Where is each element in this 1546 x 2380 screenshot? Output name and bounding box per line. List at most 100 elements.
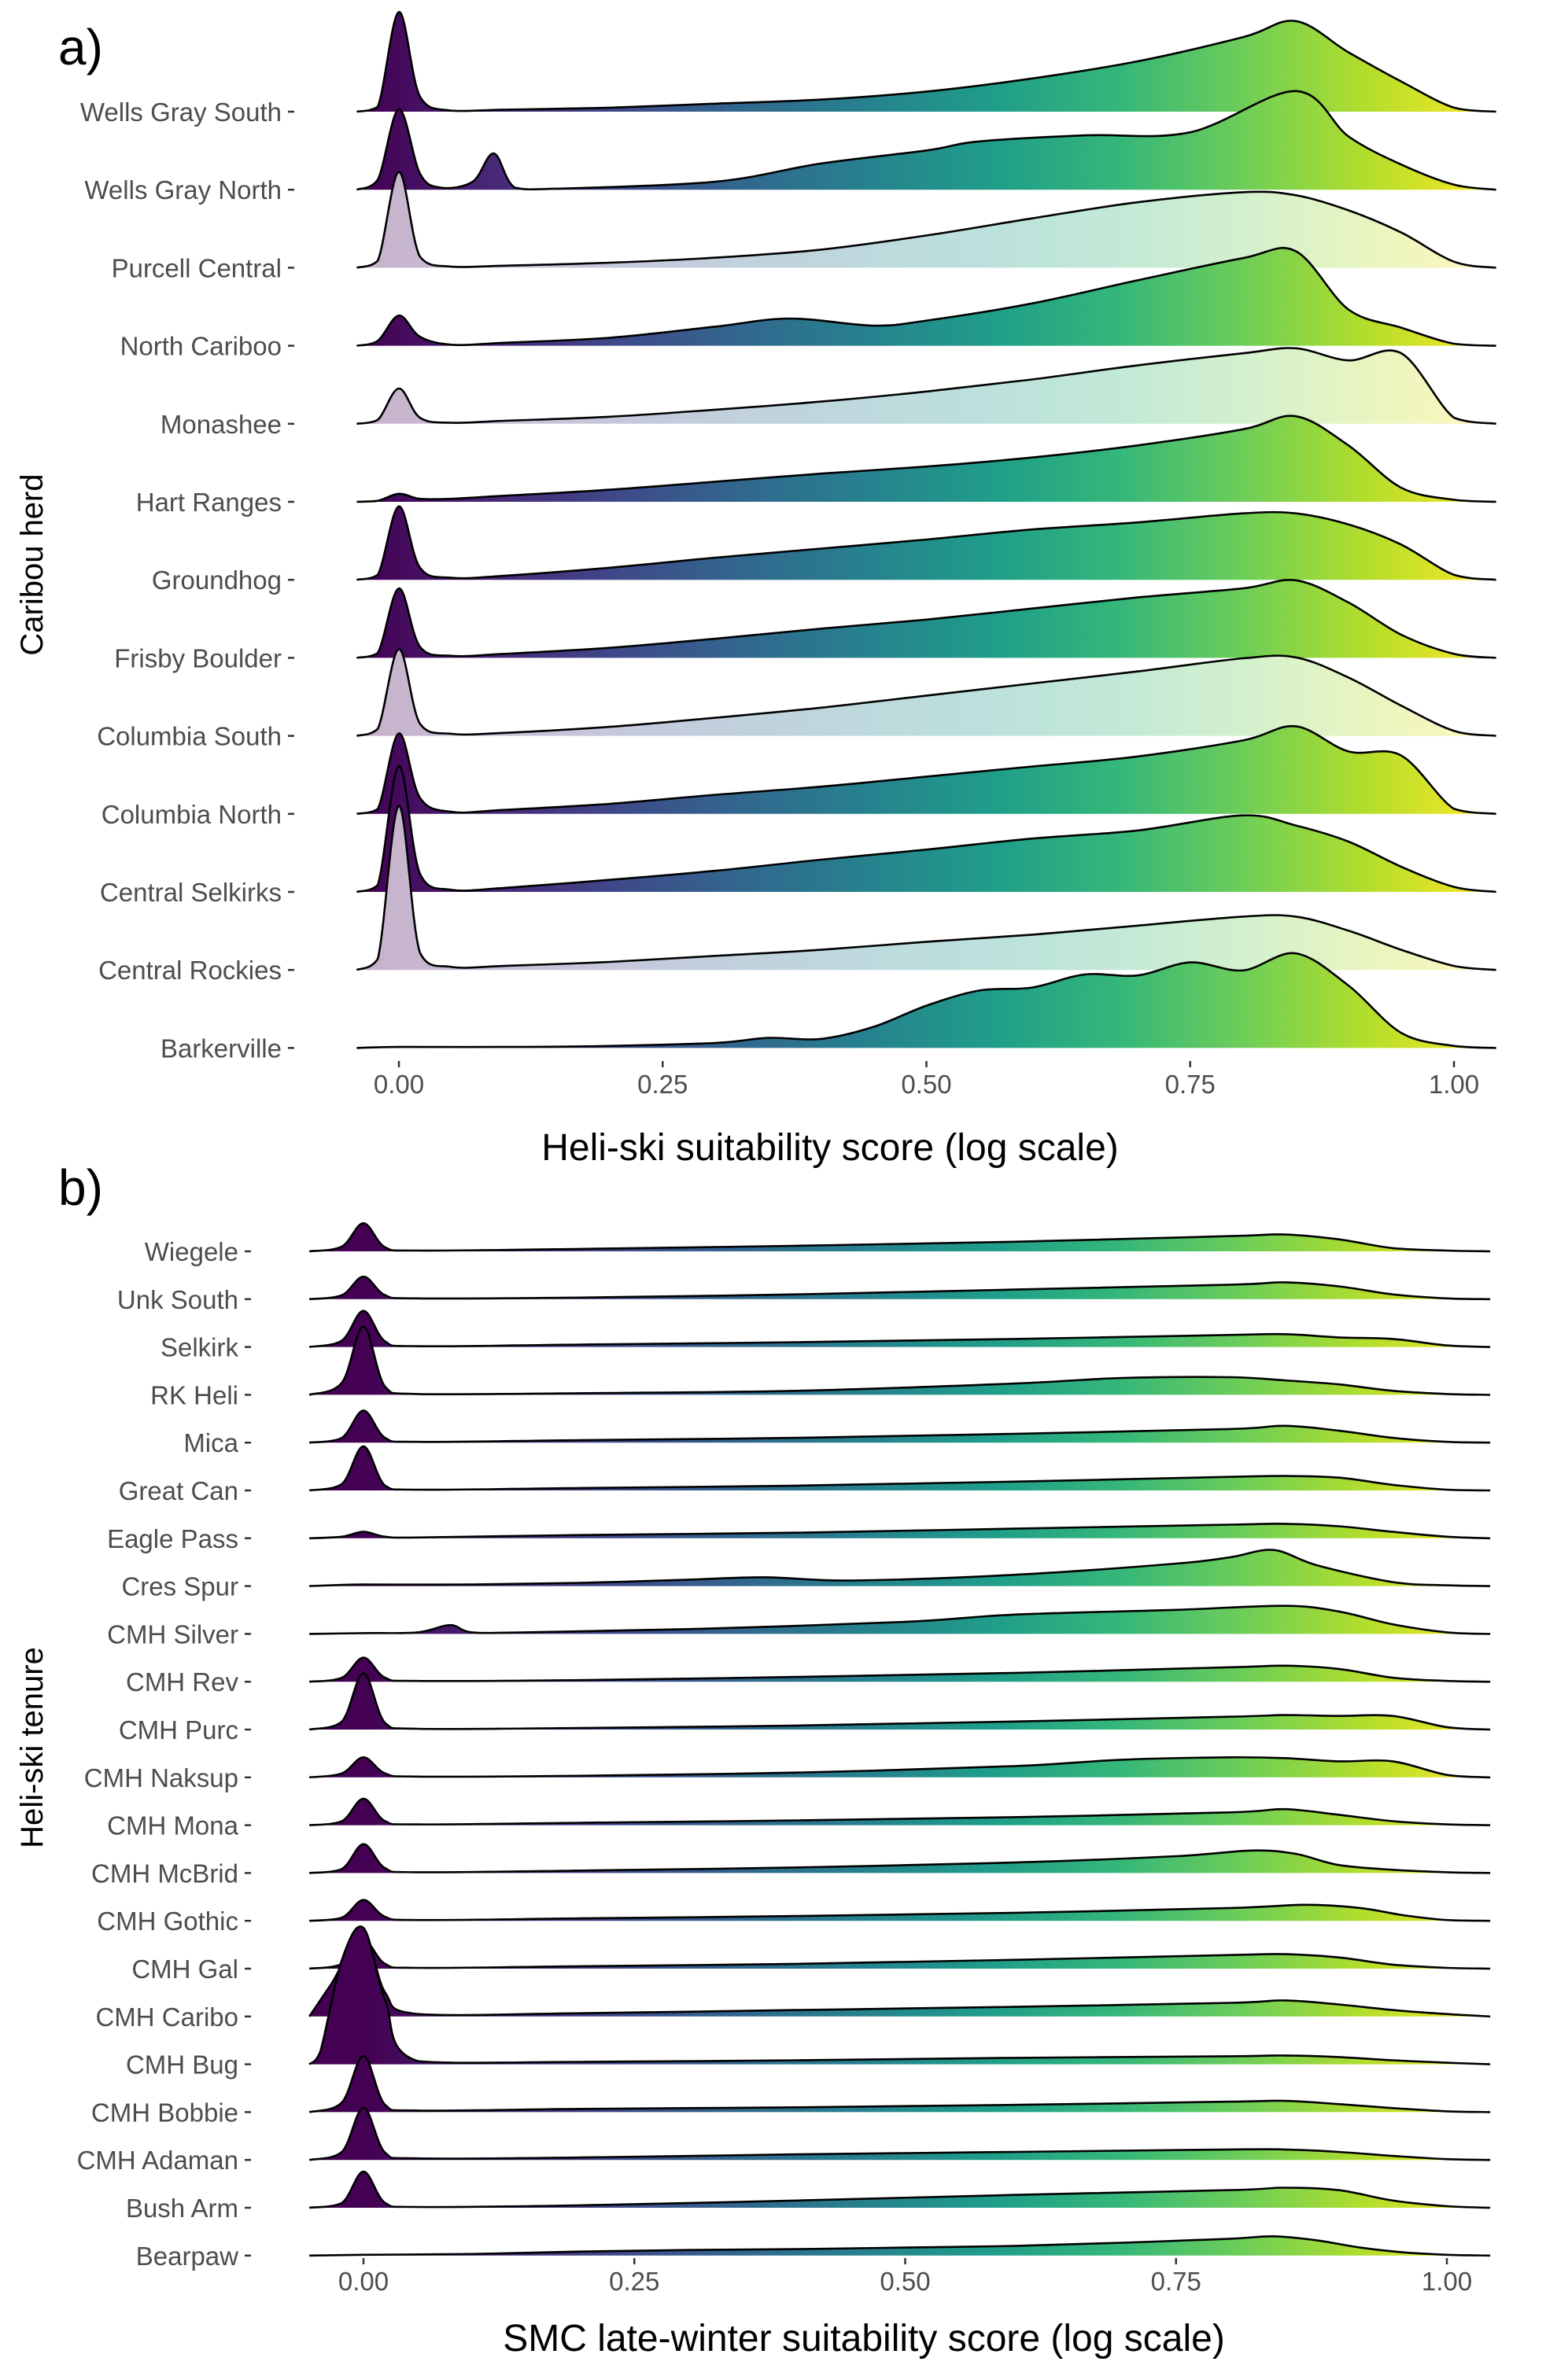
panel-b-y-axis-title: Heli-ski tenure [15,1647,50,1848]
ridge-outline [308,2054,1491,2113]
ridge-area [309,2236,1491,2256]
ridge-outline [356,952,1496,1049]
ridge-outline [308,1797,1491,1826]
ridge-outline [356,648,1496,737]
category-label: CMH Adaman [77,2146,238,2175]
category-label: CMH McBrid [91,1859,238,1888]
category-label: Hart Ranges [136,488,282,517]
ridge-area [309,1757,1491,1778]
ridge-outline [356,171,1496,269]
ridge-area [356,580,1496,658]
ridge-area [309,2055,1491,2113]
x-tick-label: 1.00 [1429,1070,1479,1099]
category-label: CMH Silver [107,1619,238,1649]
category-label: RK Heli [150,1380,238,1409]
ridge-outline [308,1925,1491,2065]
category-label: Monashee [161,410,282,439]
category-label: Bearpaw [136,2242,238,2271]
category-label: Bush Arm [126,2194,238,2223]
ridge-area [309,1310,1491,1347]
panel-b-ridges [308,1221,1491,2257]
ridge-area [356,171,1496,268]
x-tick-label: 0.00 [374,1070,424,1099]
x-tick-label: 0.25 [637,1070,688,1099]
ridge-outline [308,1843,1491,1874]
panel-a-category-labels: Wells Gray South Wells Gray North Purcell … [80,98,294,1063]
ridge-area [309,1798,1491,1826]
ridge-outline [308,1899,1491,1922]
category-label: CMH Gal [131,1954,238,1984]
category-label: Central Selkirks [100,878,282,907]
panel-a-y-axis-title: Caribou herd [15,473,50,655]
x-tick-label: 0.75 [1165,1070,1216,1099]
ridge-area [309,1657,1491,1682]
panel-a-ridgeline-chart: a) Wells Gray South Wells Gray North Purce… [15,10,1496,1169]
category-label: CMH Caribo [95,2002,238,2032]
ridge-outline [356,347,1496,426]
category-label: Wiegele [145,1237,238,1266]
category-label: CMH Mona [107,1811,239,1840]
category-label: Central Rockies [98,956,282,985]
category-label: Cres Spur [121,1572,238,1601]
ridge-area [356,765,1496,892]
ridge-outline [308,1938,1491,1970]
ridge-area [356,90,1496,190]
panel-b-label: b) [58,1159,103,1216]
ridge-area [309,1277,1491,1299]
ridge-outline [356,805,1496,971]
ridge-outline [356,90,1496,191]
panel-b-x-axis-title: SMC late-winter suitability score (log s… [503,2318,1225,2360]
ridge-area [309,2172,1491,2208]
ridge-outline [356,724,1496,816]
ridge-outline [356,10,1496,113]
ridge-outline [308,1310,1491,1348]
category-label: Wells Gray North [84,175,282,204]
category-label: Unk South [117,1285,238,1314]
category-label: Wells Gray South [80,98,282,127]
ridge-area [356,952,1496,1048]
ridge-outline [308,1221,1491,1253]
category-label: Frisby Boulder [114,643,282,672]
category-label: Groundhog [152,566,282,595]
category-label: Eagle Pass [107,1524,238,1553]
ridge-outline [309,2234,1491,2257]
ridge-outline [308,1756,1491,1779]
ridge-area [356,12,1496,112]
category-label: Selkirk [161,1333,239,1362]
ridge-area [309,1936,1491,2017]
ridge-area [356,649,1496,736]
ridge-outline [309,1549,1491,1587]
category-label: North Cariboo [120,332,282,361]
ridge-area [309,1940,1491,1969]
ridge-outline [308,2106,1491,2161]
x-tick-label: 0.50 [901,1070,951,1099]
ridge-outline [356,247,1496,347]
category-label: CMH Purc [119,1715,238,1744]
panel-a-ridges [356,10,1496,1049]
ridge-outline [308,1656,1491,1683]
panel-b-category-labels: Wiegele Unk South Selkirk RK Heli Mica Great … [77,1237,251,2271]
category-label: Purcell Central [112,253,282,282]
ridge-area [309,1223,1491,1251]
x-tick-label: 1.00 [1422,2267,1472,2296]
category-label: Barkerville [161,1033,282,1063]
ridge-area [309,1673,1491,1730]
x-tick-label: 0.50 [880,2267,930,2296]
category-label: Great Can [119,1476,238,1505]
ridge-outline [308,2170,1491,2209]
ridge-area [309,1549,1491,1586]
panel-b-x-tick-labels: 0.00 0.25 0.50 0.75 1.00 [338,2258,1472,2296]
ridge-area [356,805,1496,971]
ridge-area [309,1926,1491,2065]
ridge-area [309,1899,1491,1921]
ridge-outline [356,414,1496,503]
panel-b-ridgeline-chart: b) Wiegele Unk South Selkirk RK Heli Mica Gre… [15,1159,1491,2360]
x-tick-label: 0.25 [609,2267,659,2296]
ridge-outline [308,1409,1491,1444]
ridge-area [356,248,1496,346]
x-tick-label: 0.75 [1151,2267,1201,2296]
ridge-area [309,1410,1491,1443]
ridge-area [356,415,1496,502]
category-label: Columbia North [101,800,282,829]
